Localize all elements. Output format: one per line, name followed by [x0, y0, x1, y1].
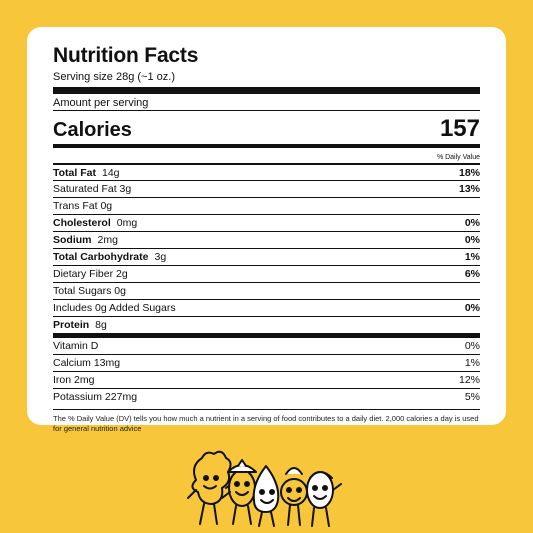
nutrient-row: Vitamin D 0%	[53, 337, 480, 354]
nutrient-row: Protein 8g	[53, 316, 480, 333]
nutrient-label: Total Carbohydrate 3g	[53, 249, 166, 265]
nut-characters-illustration	[187, 450, 342, 527]
nutrient-name: Saturated Fat 3g	[53, 183, 132, 195]
nutrient-daily-value: 0%	[464, 234, 480, 246]
nutrient-daily-value: 5%	[464, 391, 480, 403]
nutrient-daily-value: 0%	[464, 340, 480, 352]
nutrient-row: Dietary Fiber 2g 6%	[53, 265, 480, 282]
nutrient-daily-value: 13%	[458, 183, 480, 195]
nutrient-daily-value: 6%	[464, 268, 480, 280]
nutrient-label: Potassium 227mg	[53, 389, 137, 405]
nutrient-name: Iron 2mg	[53, 374, 95, 386]
nutrient-name: Total Fat	[53, 166, 96, 179]
micro-nutrient-list: Vitamin D 0% Calcium 13mg 1% Iron 2mg 12% Pota…	[53, 337, 480, 405]
nutrient-row: Saturated Fat 3g 13%	[53, 180, 480, 197]
nutrient-row: Total Carbohydrate 3g 1%	[53, 248, 480, 265]
nutrient-label: Saturated Fat 3g	[53, 181, 131, 197]
nutrient-row: Potassium 227mg 5%	[53, 388, 480, 405]
nutrient-daily-value: 0%	[464, 302, 480, 314]
nutrient-name: Dietary Fiber 2g	[53, 268, 128, 280]
nutrition-facts-panel: Nutrition Facts Serving size 28g (~1 oz.…	[27, 27, 506, 433]
macro-nutrient-list: Total Fat 14g 18% Saturated Fat 3g 13% Trans …	[53, 163, 480, 333]
nutrient-row: Iron 2mg 12%	[53, 371, 480, 388]
calories-label: Calories	[53, 119, 132, 141]
thick-divider	[53, 87, 480, 94]
nutrient-amount: 3g	[154, 251, 167, 263]
nutrient-amount: 14g	[101, 166, 120, 179]
nutrient-row: Calcium 13mg 1%	[53, 354, 480, 371]
amount-per-serving: Amount per serving	[53, 97, 149, 109]
nutrient-name: Protein	[53, 319, 90, 331]
nutrient-name: Cholesterol	[53, 217, 111, 229]
nutrient-daily-value: 0%	[464, 217, 480, 229]
nutrient-name: Total Sugars 0g	[53, 285, 126, 297]
nutrient-name: Trans Fat 0g	[53, 200, 113, 212]
daily-value-footnote: The % Daily Value (DV) tells you how muc…	[53, 409, 480, 434]
nutrient-row: Sodium 2mg 0%	[53, 231, 480, 248]
nutrient-label: Protein 8g	[53, 317, 107, 333]
nutrient-label: Total Fat 14g	[53, 165, 120, 181]
nutrient-daily-value: 1%	[464, 251, 480, 263]
nutrient-name: Calcium 13mg	[53, 357, 121, 369]
nutrient-label: Cholesterol 0mg	[53, 215, 137, 231]
serving-size: Serving size 28g (~1 oz.)	[53, 71, 175, 83]
nutrient-label: Dietary Fiber 2g	[53, 266, 128, 282]
nutrient-daily-value: 18%	[458, 166, 480, 179]
nutrient-label: Sodium 2mg	[53, 232, 118, 248]
nutrient-row: Trans Fat 0g	[53, 197, 480, 214]
nutrient-label: Calcium 13mg	[53, 355, 120, 371]
medium-divider	[53, 333, 480, 337]
nutrient-row: Cholesterol 0mg 0%	[53, 214, 480, 231]
nutrient-amount: 8g	[95, 319, 107, 331]
nutrient-name: Sodium	[53, 234, 92, 246]
nutrient-label: Includes 0g Added Sugars	[53, 300, 176, 316]
nutrient-daily-value: 12%	[458, 374, 480, 386]
nutrient-name: Includes 0g Added Sugars	[53, 302, 176, 314]
nutrient-label: Trans Fat 0g	[53, 198, 112, 214]
calories-row: Calories 157	[53, 110, 480, 141]
nutrient-label: Iron 2mg	[53, 372, 94, 388]
nutrient-daily-value: 1%	[464, 357, 480, 369]
nutrient-label: Total Sugars 0g	[53, 283, 126, 299]
nutrient-label: Vitamin D	[53, 338, 98, 354]
label-title: Nutrition Facts	[53, 44, 199, 67]
nutrient-name: Potassium 227mg	[53, 391, 138, 403]
nutrient-name: Total Carbohydrate	[53, 251, 149, 263]
medium-divider	[53, 144, 480, 148]
nutrient-amount: 2mg	[97, 234, 118, 246]
nutrient-row: Includes 0g Added Sugars 0%	[53, 299, 480, 316]
nutrient-row: Total Fat 14g 18%	[53, 163, 480, 180]
nutrient-row: Total Sugars 0g	[53, 282, 480, 299]
calories-value: 157	[439, 115, 480, 142]
nutrient-amount: 0mg	[116, 217, 138, 229]
daily-value-header: % Daily Value	[436, 154, 480, 161]
nutrient-name: Vitamin D	[53, 340, 99, 352]
